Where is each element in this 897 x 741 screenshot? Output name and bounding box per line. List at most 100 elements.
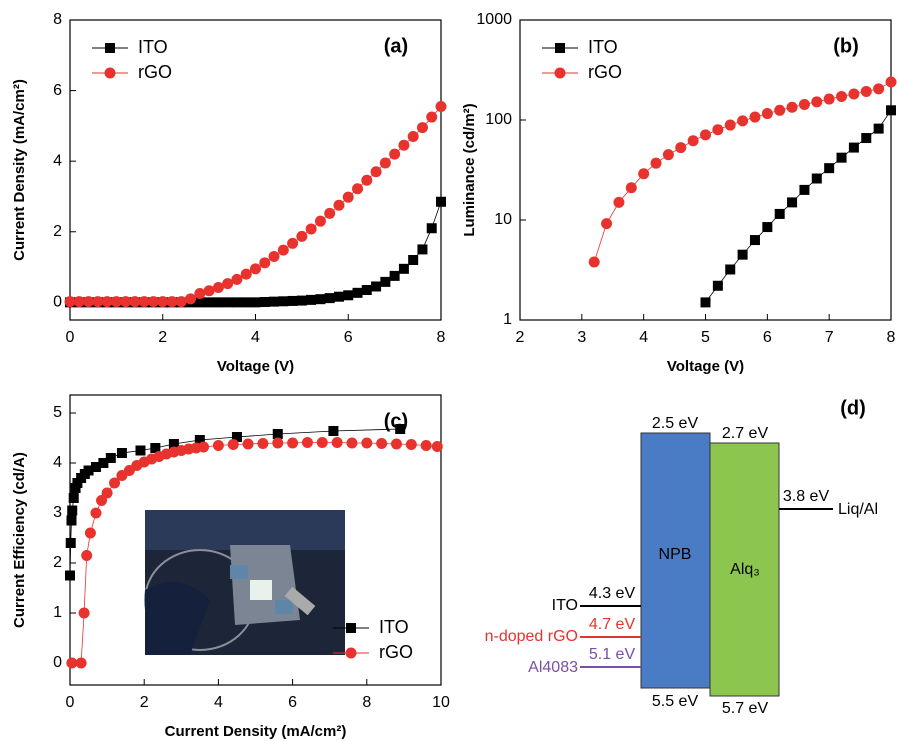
marker: [436, 196, 446, 207]
marker: [66, 515, 77, 526]
marker: [194, 297, 205, 308]
marker: [361, 437, 373, 449]
marker: [65, 538, 76, 548]
marker: [390, 438, 402, 450]
level-label: 5.1 eV: [589, 646, 636, 663]
plot-frame: [519, 19, 892, 321]
marker: [98, 458, 109, 468]
x-tick-label: 0: [66, 329, 75, 346]
legend-label: ITO: [138, 37, 168, 57]
y-tick-label: 2: [53, 554, 62, 571]
marker: [749, 235, 760, 246]
x-tick-label: 7: [825, 329, 834, 346]
marker: [774, 208, 785, 219]
marker: [296, 295, 307, 306]
x-tick-label: 3: [577, 329, 586, 346]
marker: [259, 257, 271, 269]
marker: [81, 550, 93, 561]
marker: [675, 142, 687, 154]
electrode-label: Liq/Al: [838, 501, 878, 518]
marker: [222, 297, 233, 308]
marker: [662, 149, 674, 161]
y-tick-label: 0: [53, 654, 62, 671]
marker: [242, 438, 254, 450]
plot-frame: [69, 19, 442, 321]
marker: [737, 249, 748, 260]
marker: [352, 183, 364, 195]
marker: [848, 142, 859, 153]
marker: [371, 281, 382, 292]
energy-diagram: (d) NPB Alq₃ 2.5 eV 2.7 eV 5.5 eV 5.7 eV…: [485, 397, 878, 717]
electrode-label: ITO: [552, 597, 578, 614]
marker: [65, 570, 75, 581]
alq3-box: [709, 442, 780, 697]
marker: [712, 124, 724, 136]
marker: [650, 157, 662, 169]
y-axis-label: Luminance (cd/m²): [461, 103, 478, 236]
electrode-label: Al4083: [528, 659, 578, 676]
level-label: 3.8 eV: [783, 488, 830, 505]
marker: [352, 287, 363, 298]
y-tick-label: 0: [53, 294, 62, 311]
marker: [185, 293, 197, 305]
marker: [78, 607, 90, 619]
y-tick-label: 1: [53, 604, 62, 621]
marker: [277, 244, 289, 256]
marker: [426, 111, 438, 123]
layer-label: NPB: [659, 546, 692, 563]
marker: [380, 276, 391, 287]
marker: [194, 435, 205, 445]
marker: [836, 90, 848, 102]
marker: [873, 123, 884, 134]
marker: [426, 223, 437, 234]
marker: [774, 104, 786, 116]
marker: [138, 296, 150, 308]
marker: [240, 268, 252, 280]
marker: [331, 437, 343, 448]
series-line: [70, 201, 442, 303]
marker: [588, 256, 600, 268]
marker: [272, 429, 283, 439]
marker: [287, 237, 299, 249]
y-axis-label: Current Efficiency (cd/A): [11, 452, 28, 628]
marker: [175, 296, 187, 308]
marker: [212, 282, 224, 294]
marker: [761, 108, 773, 120]
legend-marker: [346, 623, 356, 633]
marker: [105, 453, 116, 463]
marker: [231, 273, 243, 285]
marker: [737, 115, 749, 127]
marker: [700, 129, 711, 141]
x-tick-label: 8: [362, 694, 371, 711]
marker: [601, 218, 613, 230]
marker: [101, 296, 113, 308]
marker: [886, 105, 896, 116]
legend-label: rGO: [588, 62, 622, 82]
level-label: 4.3 eV: [589, 585, 636, 602]
level-label: 5.5 eV: [652, 693, 699, 710]
legend-label: rGO: [379, 642, 413, 662]
marker: [316, 437, 328, 448]
marker: [90, 462, 101, 472]
x-tick-label: 6: [344, 329, 353, 346]
layer-label: Alq₃: [730, 561, 760, 578]
level-label: 4.7 eV: [589, 616, 636, 633]
marker: [700, 297, 711, 308]
x-tick-label: 6: [288, 694, 297, 711]
marker: [129, 296, 141, 308]
y-tick-label: 5: [53, 404, 62, 421]
marker: [398, 263, 409, 274]
y-tick-label: 8: [53, 11, 62, 28]
marker: [296, 230, 308, 242]
marker: [90, 507, 102, 519]
marker: [389, 270, 400, 281]
marker: [798, 98, 810, 110]
marker: [212, 440, 224, 451]
marker: [420, 440, 432, 451]
legend-marker: [104, 67, 116, 79]
panel-label: (d): [840, 397, 866, 419]
marker: [712, 280, 723, 291]
marker: [762, 222, 773, 233]
marker: [222, 278, 234, 290]
marker: [860, 85, 872, 97]
